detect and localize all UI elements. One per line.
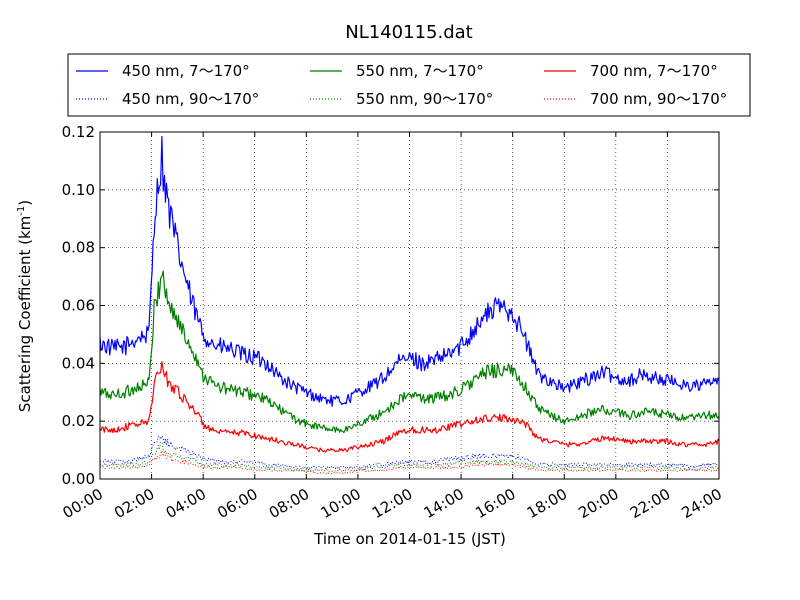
y-tick-label: 0.12 bbox=[62, 123, 95, 141]
chart-title: NL140115.dat bbox=[345, 22, 472, 43]
y-axis-label-main: Scattering Coefficient (km bbox=[16, 216, 34, 412]
legend-label: 700 nm, 90～170° bbox=[590, 90, 727, 108]
y-tick-label: 0.04 bbox=[62, 354, 95, 372]
y-tick-label: 0.10 bbox=[62, 181, 95, 199]
legend: 450 nm, 7～170° 550 nm, 7～170° 700 nm, 7～17… bbox=[67, 53, 751, 117]
series-lines bbox=[99, 135, 720, 475]
y-axis-label-close: ) bbox=[16, 200, 34, 206]
y-axis-label: Scattering Coefficient (km-1) bbox=[16, 200, 34, 412]
series-line-3 bbox=[99, 435, 720, 470]
legend-label: 550 nm, 7～170° bbox=[356, 62, 484, 80]
series-line-1 bbox=[99, 270, 720, 434]
series-line-0 bbox=[99, 135, 720, 407]
legend-label: 700 nm, 7～170° bbox=[590, 62, 718, 80]
plot-area bbox=[99, 131, 720, 480]
plot-frame bbox=[99, 131, 720, 480]
legend-label: 450 nm, 90～170° bbox=[122, 90, 259, 108]
series-line-2 bbox=[99, 361, 720, 453]
series-line-5 bbox=[99, 450, 720, 475]
legend-label: 550 nm, 90～170° bbox=[356, 90, 493, 108]
y-tick-labels: 0.00 0.02 0.04 0.06 0.08 0.10 0.12 bbox=[62, 123, 95, 488]
legend-label: 450 nm, 7～170° bbox=[122, 62, 250, 80]
y-tick-label: 0.08 bbox=[62, 239, 95, 257]
y-tick-label: 0.02 bbox=[62, 412, 95, 430]
y-axis-label-exponent: -1 bbox=[16, 206, 27, 216]
x-axis-label: Time on 2014-01-15 (JST) bbox=[313, 530, 506, 548]
legend-box bbox=[67, 53, 751, 117]
y-tick-label: 0.00 bbox=[62, 470, 95, 488]
y-tick-label: 0.06 bbox=[62, 297, 95, 315]
